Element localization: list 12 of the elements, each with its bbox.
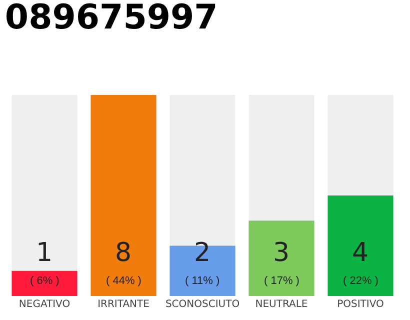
- x-tick-label: POSITIVO: [337, 299, 384, 310]
- data-label: 4 ( 22% ): [343, 238, 378, 287]
- data-label: 8 ( 44% ): [106, 238, 142, 287]
- x-tick-label: IRRITANTE: [98, 299, 150, 310]
- bar: [12, 270, 78, 296]
- data-label: 3 ( 17% ): [264, 238, 300, 287]
- x-tick-label: NEGATIVO: [18, 299, 70, 310]
- data-label: 1 ( 6% ): [30, 238, 60, 287]
- chart-title: 089675997: [4, 0, 218, 38]
- data-label: 2 ( 11% ): [185, 238, 220, 287]
- x-tick-label: NEUTRALE: [255, 299, 308, 310]
- x-tick-label: SCONOSCIUTO: [165, 299, 240, 310]
